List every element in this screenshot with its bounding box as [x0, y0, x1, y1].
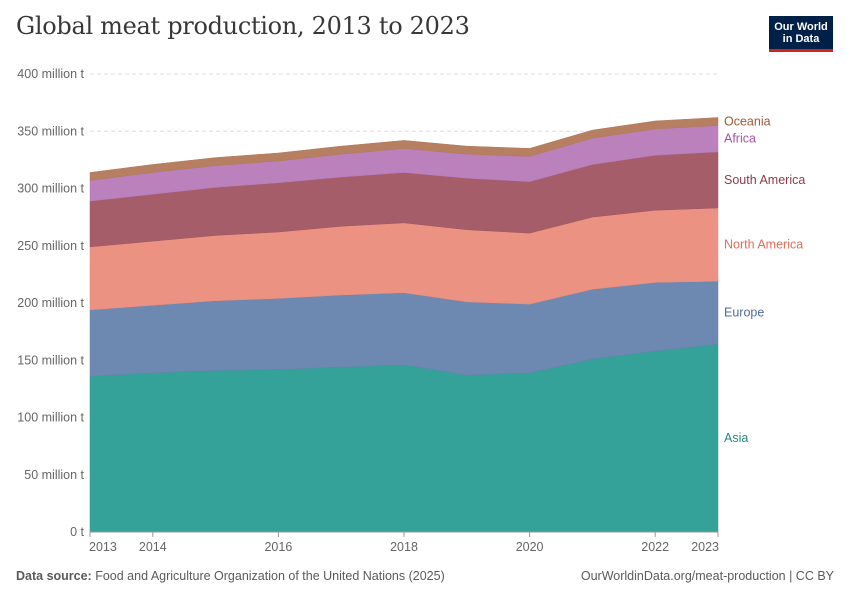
y-tick-label: 250 million t [17, 239, 84, 253]
series-label-africa: Africa [724, 132, 756, 146]
x-tick-label: 2013 [89, 540, 117, 554]
series-label-asia: Asia [724, 431, 748, 445]
area-asia [89, 343, 719, 533]
y-tick-label: 50 million t [24, 468, 84, 482]
logo-line-2: in Data [782, 33, 820, 45]
x-tick-label: 2023 [691, 540, 719, 554]
area-oceania [89, 117, 719, 181]
x-tick-label: 2020 [516, 540, 544, 554]
y-tick-label: 150 million t [17, 353, 84, 367]
chart-title: Global meat production, 2013 to 2023 [16, 12, 470, 40]
stacked-area-chart: 0 t 50 million t 100 million t 150 million … [17, 67, 805, 554]
y-tick-label: 0 t [70, 525, 84, 539]
series-label-north-america: North America [724, 238, 803, 252]
url-license-link[interactable]: OurWorldinData.org/meat-production | CC … [580, 569, 834, 583]
x-tick-label: 2022 [641, 540, 669, 554]
logo-line-1: Our World [774, 21, 828, 33]
x-tick-label: 2018 [390, 540, 418, 554]
series-label-oceania: Oceania [724, 115, 771, 129]
owid-logo[interactable]: Our World in Data [769, 16, 833, 52]
y-tick-label: 400 million t [17, 67, 84, 81]
y-tick-label: 200 million t [17, 296, 84, 310]
data-source-text: Food and Agriculture Organization of the… [95, 569, 445, 583]
y-tick-label: 300 million t [17, 182, 84, 196]
x-tick-label: 2016 [264, 540, 292, 554]
y-tick-label: 350 million t [17, 124, 84, 138]
y-tick-label: 100 million t [17, 411, 84, 425]
series-label-europe: Europe [724, 306, 764, 320]
x-tick-label: 2014 [139, 540, 167, 554]
data-source: Data source: Food and Agriculture Organi… [16, 569, 445, 583]
data-source-label: Data source: [16, 569, 92, 583]
series-label-south-america: South America [724, 173, 805, 187]
